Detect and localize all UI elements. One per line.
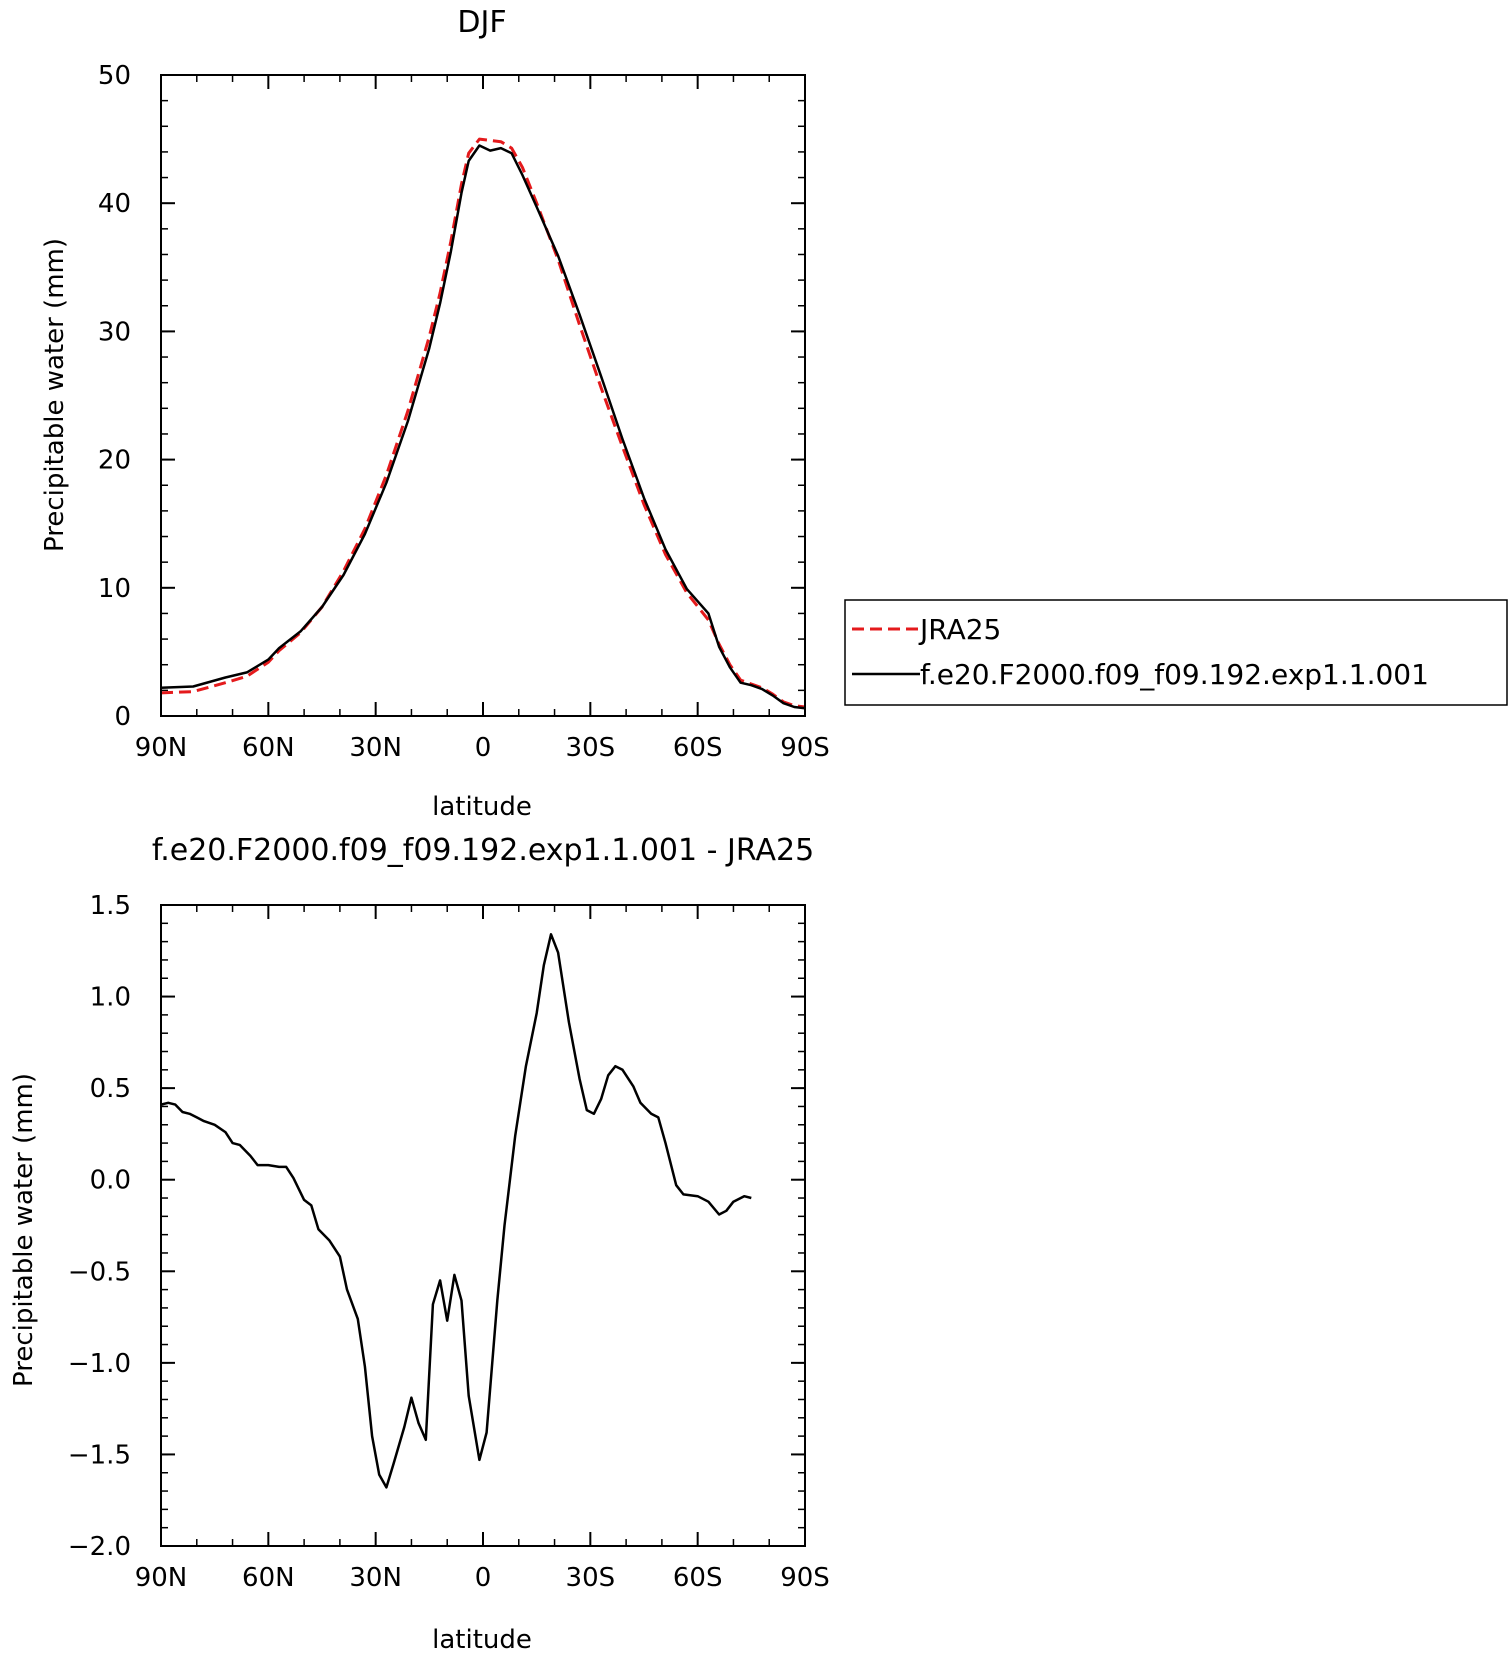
legend-label-jra25: JRA25 <box>918 613 1001 646</box>
bottom-chart-ylabel: Precipitable water (mm) <box>9 1073 39 1387</box>
top-y-tick-label: 0 <box>114 702 131 732</box>
top-y-tick-label: 10 <box>98 574 131 604</box>
bottom-y-tick-label: −1.5 <box>68 1440 131 1470</box>
top-chart-legend: JRA25 f.e20.F2000.f09_f09.192.exp1.1.001 <box>844 599 1508 706</box>
top-x-tick-label: 30N <box>349 733 402 763</box>
bottom-y-tick-label: −2.0 <box>68 1532 131 1562</box>
bottom-y-tick-label: −1.0 <box>68 1349 131 1379</box>
bottom-chart-series <box>160 933 752 1489</box>
top-chart-panel: DJF Precipitable water (mm) latitude 90N… <box>40 5 830 822</box>
bottom-y-tick-label: 0.0 <box>90 1166 131 1196</box>
bottom-y-tick-label: 0.5 <box>90 1074 131 1104</box>
top-y-tick-label: 30 <box>98 317 131 347</box>
top-chart-ticks: 90N 60N 30N 0 30S 60S 90S 0 10 20 30 40 50 <box>98 61 830 763</box>
top-chart-series <box>160 137 806 710</box>
bottom-x-tick-label: 90N <box>135 1563 188 1593</box>
bottom-chart-panel: f.e20.F2000.f09_f09.192.exp1.1.001 - JRA… <box>9 833 830 1654</box>
top-chart-title: DJF <box>457 5 506 40</box>
top-y-tick-label: 40 <box>98 189 131 219</box>
bottom-chart-xlabel: latitude <box>432 1625 532 1654</box>
top-x-tick-label: 90S <box>780 733 830 763</box>
top-x-tick-label: 60S <box>673 733 723 763</box>
top-y-tick-label: 20 <box>98 446 131 476</box>
bottom-y-tick-label: −0.5 <box>68 1257 131 1287</box>
bottom-x-tick-label: 90S <box>780 1563 830 1593</box>
bottom-chart-title: f.e20.F2000.f09_f09.192.exp1.1.001 - JRA… <box>152 833 814 868</box>
top-chart-frame <box>160 74 806 717</box>
bottom-x-tick-label: 60S <box>673 1563 723 1593</box>
legend-box <box>844 599 1508 706</box>
bottom-y-tick-label: 1.0 <box>90 983 131 1013</box>
top-chart-xlabel: latitude <box>432 792 532 822</box>
top-series-line-0 <box>160 137 806 709</box>
bottom-chart-ticks: 90N 60N 30N 0 30S 60S 90S −2.0 −1.5 −1.0 −0.5 0.0 0.… <box>68 891 830 1593</box>
bottom-x-tick-label: 0 <box>475 1563 492 1593</box>
top-x-tick-label: 0 <box>475 733 492 763</box>
top-chart-ylabel: Precipitable water (mm) <box>40 238 70 552</box>
top-x-tick-label: 90N <box>135 733 188 763</box>
legend-label-model: f.e20.F2000.f09_f09.192.exp1.1.001 <box>920 658 1429 691</box>
bottom-x-tick-label: 30N <box>349 1563 402 1593</box>
bottom-x-tick-label: 30S <box>566 1563 616 1593</box>
bottom-y-tick-label: 1.5 <box>90 891 131 921</box>
top-y-tick-label: 50 <box>98 61 131 91</box>
bottom-x-tick-label: 60N <box>242 1563 295 1593</box>
top-x-tick-label: 30S <box>566 733 616 763</box>
bottom-series-line-0 <box>160 933 752 1489</box>
top-x-tick-label: 60N <box>242 733 295 763</box>
bottom-chart-frame <box>160 904 806 1547</box>
top-series-line-1 <box>160 144 806 710</box>
